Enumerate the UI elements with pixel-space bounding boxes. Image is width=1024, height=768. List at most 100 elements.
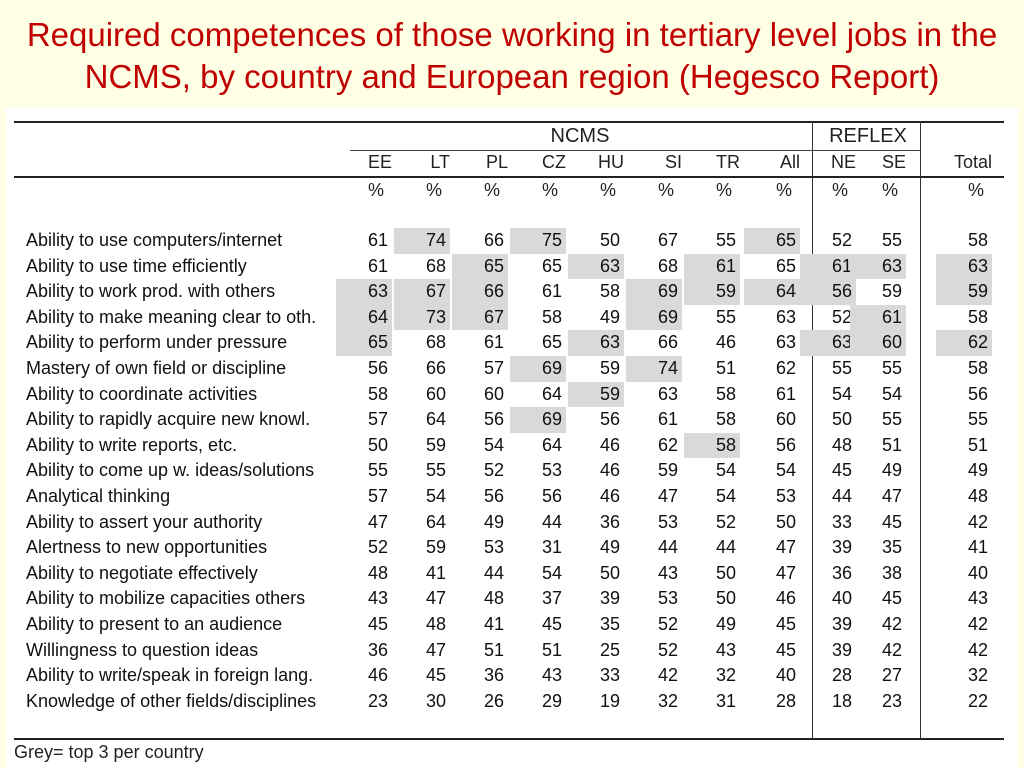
data-cell: 66	[657, 332, 678, 353]
data-cell: 23	[881, 690, 902, 711]
unit-symbol-pl: %	[483, 180, 500, 200]
data-cell: 51	[541, 639, 562, 660]
data-cell: 61	[684, 253, 740, 280]
data-cell: 59	[936, 279, 992, 305]
data-cell: 55	[715, 230, 736, 250]
data-cell: 58	[541, 306, 562, 327]
data-cell: 47	[775, 562, 796, 583]
unit-symbol-cz: %	[541, 180, 558, 200]
data-cell: 55	[831, 358, 852, 378]
data-cell: 65	[744, 228, 800, 254]
data-cell: 56	[367, 358, 388, 378]
data-cell: 56	[483, 486, 504, 506]
data-cell: 42	[967, 639, 988, 660]
data-cell: 46	[775, 588, 796, 609]
data-cell: 52	[483, 460, 504, 481]
data-cell: 40	[775, 665, 796, 686]
ncms-group-rule	[350, 150, 812, 151]
column-header-lt: LT	[430, 152, 450, 172]
data-cell: 56	[800, 279, 856, 305]
data-cell: 63	[336, 279, 392, 305]
row-label: Ability to work prod. with others	[26, 281, 276, 302]
row-label: Willingness to question ideas	[26, 639, 259, 660]
row-label: Ability to write/speak in foreign lang.	[26, 665, 314, 686]
data-cell: 56	[599, 409, 620, 430]
row-label: Ability to perform under pressure	[26, 332, 288, 353]
data-cell: 69	[626, 304, 682, 331]
data-cell: 68	[425, 332, 446, 353]
data-cell: 32	[967, 665, 988, 686]
row-label: Knowledge of other fields/disciplines	[26, 690, 317, 711]
data-cell: 43	[541, 665, 562, 686]
data-cell: 53	[483, 537, 504, 558]
data-cell: 32	[715, 665, 736, 686]
row-label: Ability to mobilize capacities others	[26, 588, 306, 609]
data-cell: 50	[599, 562, 620, 583]
data-cell: 69	[626, 279, 682, 305]
data-cell: 50	[599, 230, 620, 250]
data-cell: 62	[657, 434, 678, 455]
data-cell: 46	[599, 486, 620, 506]
unit-symbol-ee: %	[367, 180, 384, 200]
data-cell: 59	[881, 281, 902, 302]
data-cell: 43	[715, 639, 736, 660]
data-cell: 55	[715, 306, 736, 327]
data-cell: 35	[599, 614, 620, 634]
data-cell: 55	[881, 358, 902, 378]
data-cell: 54	[483, 434, 504, 455]
data-cell: 61	[367, 255, 388, 276]
data-cell: 42	[657, 665, 678, 686]
data-cell: 54	[831, 383, 852, 404]
row-label: Ability to use time efficiently	[26, 255, 247, 276]
data-cell: 59	[599, 358, 620, 378]
data-cell: 47	[425, 639, 446, 660]
data-cell: 41	[483, 614, 504, 634]
data-cell: 62	[775, 358, 796, 378]
data-cell: 62	[936, 330, 992, 356]
data-cell: 47	[425, 588, 446, 609]
header-bottom-rule	[14, 176, 1004, 178]
data-cell: 33	[599, 665, 620, 686]
column-header-ne: NE	[830, 152, 856, 172]
column-header-total: Total	[953, 152, 992, 172]
row-label: Ability to present to an audience	[26, 614, 283, 634]
data-cell: 32	[657, 690, 678, 711]
data-cell: 54	[425, 486, 446, 506]
data-cell: 58	[967, 358, 988, 378]
data-cell: 44	[831, 486, 852, 506]
data-cell: 52	[657, 639, 678, 660]
data-cell: 47	[775, 537, 796, 558]
data-cell: 43	[367, 588, 388, 609]
data-cell: 66	[425, 358, 446, 378]
row-label: Alertness to new opportunities	[26, 537, 268, 558]
data-cell: 58	[967, 306, 988, 327]
row-label: Ability to coordinate activities	[26, 383, 258, 404]
data-cell: 43	[967, 588, 988, 609]
unit-symbol-hu: %	[599, 180, 616, 200]
data-cell: 53	[657, 511, 678, 532]
slide-title: Required competences of those working in…	[26, 16, 998, 95]
data-cell: 59	[568, 381, 624, 408]
data-cell: 58	[684, 432, 740, 459]
row-label: Ability to rapidly acquire new knowl.	[26, 409, 311, 430]
data-cell: 56	[775, 434, 796, 455]
data-cell: 59	[425, 537, 446, 558]
data-cell: 66	[483, 230, 504, 250]
data-cell: 75	[510, 228, 566, 254]
data-cell: 60	[775, 409, 796, 430]
data-cell: 61	[800, 253, 856, 280]
column-header-all: All	[779, 152, 800, 172]
data-cell: 60	[483, 383, 504, 404]
data-cell: 58	[715, 383, 736, 404]
data-cell: 55	[967, 409, 988, 430]
data-cell: 53	[657, 588, 678, 609]
data-cell: 46	[599, 434, 620, 455]
data-cell: 41	[967, 537, 988, 558]
data-cell: 61	[775, 383, 796, 404]
data-cell: 39	[599, 588, 620, 609]
data-cell: 54	[775, 460, 796, 481]
data-cell: 64	[541, 383, 562, 404]
data-cell: 44	[715, 537, 736, 558]
column-header-se: SE	[881, 152, 906, 172]
data-cell: 42	[967, 511, 988, 532]
